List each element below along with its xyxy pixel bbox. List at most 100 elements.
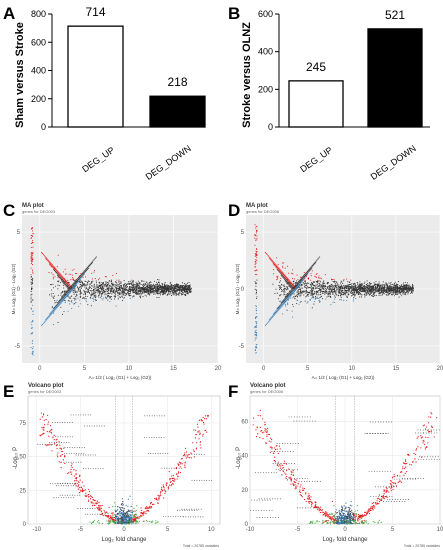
- ma-c-point: [51, 289, 53, 291]
- ma-d-point: [306, 290, 308, 292]
- ma-c-point: [104, 276, 106, 278]
- ma-d-point: [302, 284, 304, 286]
- ma-c-point: [119, 289, 121, 292]
- ma-c-point: [80, 295, 82, 297]
- ma-d-point: [320, 295, 323, 298]
- ma-d-point: [403, 284, 405, 286]
- ma-d-point: [304, 273, 306, 275]
- ma-c-point: [181, 293, 183, 295]
- ma-d-point: [284, 267, 286, 269]
- ma-d-point: [377, 284, 379, 286]
- ma-d-point: [405, 291, 407, 294]
- ma-c-point: [70, 295, 72, 297]
- volcano-e-point: [83, 485, 85, 487]
- ma-c-point: [89, 263, 91, 265]
- volcano-e-point: [50, 444, 53, 446]
- ma-c-point: [84, 286, 86, 288]
- volcano-e-point: [47, 423, 49, 425]
- ma-d-point: [302, 291, 304, 293]
- volcano-e-point: [54, 422, 56, 423]
- ma-d-point: [285, 305, 287, 307]
- volcano-e-point: [75, 474, 77, 476]
- ma-d-point: [278, 300, 281, 302]
- ma-c-point: [89, 283, 91, 285]
- ma-c-point: [114, 286, 116, 288]
- bar-b-ytick-label: 600: [258, 9, 273, 19]
- ma-c-xtick-label: 20: [215, 366, 222, 372]
- ma-d-point: [340, 296, 342, 298]
- ma-c-point: [145, 290, 147, 292]
- ma-d-point: [355, 292, 358, 294]
- ma-c-xtick-label: 5: [83, 366, 87, 372]
- ma-c-point: [32, 264, 34, 266]
- ma-c-point: [142, 284, 144, 286]
- ma-c-point: [106, 293, 108, 295]
- ma-c-point: [123, 280, 125, 282]
- ma-c-point: [85, 286, 87, 288]
- ma-d-point: [396, 285, 398, 287]
- ma-c-point: [135, 284, 137, 286]
- ma-c-point: [71, 302, 73, 304]
- ma-d-point: [404, 288, 407, 290]
- ma-c-ytick-label: -5: [15, 344, 21, 350]
- volcano-e-point: [195, 433, 197, 436]
- ma-d-point: [355, 286, 357, 288]
- ma-d-point: [378, 283, 380, 285]
- volcano-e-point: [172, 482, 174, 485]
- ma-d-point: [273, 264, 275, 266]
- ma-c-point: [119, 288, 121, 290]
- volcano-e-point: [96, 502, 99, 504]
- ma-c-point: [30, 235, 32, 237]
- ma-c-point: [79, 274, 81, 277]
- ma-d-point: [299, 276, 301, 278]
- ma-d-point: [264, 324, 266, 326]
- ma-d-point: [320, 283, 322, 285]
- ma-c-point: [73, 282, 75, 284]
- ma-d-point: [326, 286, 328, 288]
- ma-c-point: [108, 290, 110, 292]
- volcano-e-point: [161, 490, 164, 492]
- ma-c-point: [92, 292, 94, 295]
- ma-d-point: [412, 289, 414, 291]
- volcano-e-point: [103, 425, 105, 427]
- ma-c-point: [51, 310, 53, 312]
- volcano-e-point: [52, 437, 54, 439]
- ma-d-point: [281, 313, 284, 315]
- ma-d-point: [351, 289, 353, 291]
- volcano-e-point: [99, 508, 101, 511]
- ma-c-point: [81, 281, 83, 283]
- ma-c-point: [122, 293, 124, 295]
- ma-d-point: [281, 290, 283, 293]
- ma-c-point: [115, 294, 117, 296]
- ma-c-point: [88, 288, 90, 290]
- ma-d-point: [304, 285, 306, 287]
- ma-c-point: [189, 287, 191, 289]
- ma-c-point: [139, 292, 141, 294]
- ma-d-point: [350, 279, 352, 281]
- ma-d-point: [406, 282, 409, 284]
- ma-c-point: [185, 291, 187, 293]
- ma-d-point: [346, 286, 348, 288]
- volcano-e-point: [57, 452, 59, 454]
- ma-d-point: [409, 284, 411, 286]
- volcano-e-point: [91, 496, 94, 498]
- ma-c-point: [132, 291, 134, 293]
- ma-d-point: [345, 291, 347, 293]
- volcano-e-point: [43, 423, 46, 426]
- ma-c-point: [115, 284, 117, 286]
- volcano-e-point: [201, 420, 204, 422]
- volcano-e-point: [90, 501, 92, 503]
- ma-c-point: [70, 300, 72, 303]
- ma-d-point: [332, 278, 334, 281]
- ma-d-point: [323, 280, 325, 282]
- ma-c-point: [119, 281, 121, 283]
- ma-d-point: [336, 282, 338, 284]
- ma-c-point: [136, 287, 138, 289]
- ma-c-point: [87, 288, 90, 291]
- ma-d-point: [332, 292, 334, 294]
- ma-c-point: [103, 284, 105, 286]
- ma-c-point: [148, 286, 150, 288]
- ma-d-point: [368, 293, 370, 295]
- volcano-e-point: [57, 422, 59, 423]
- ma-c-point: [134, 291, 136, 293]
